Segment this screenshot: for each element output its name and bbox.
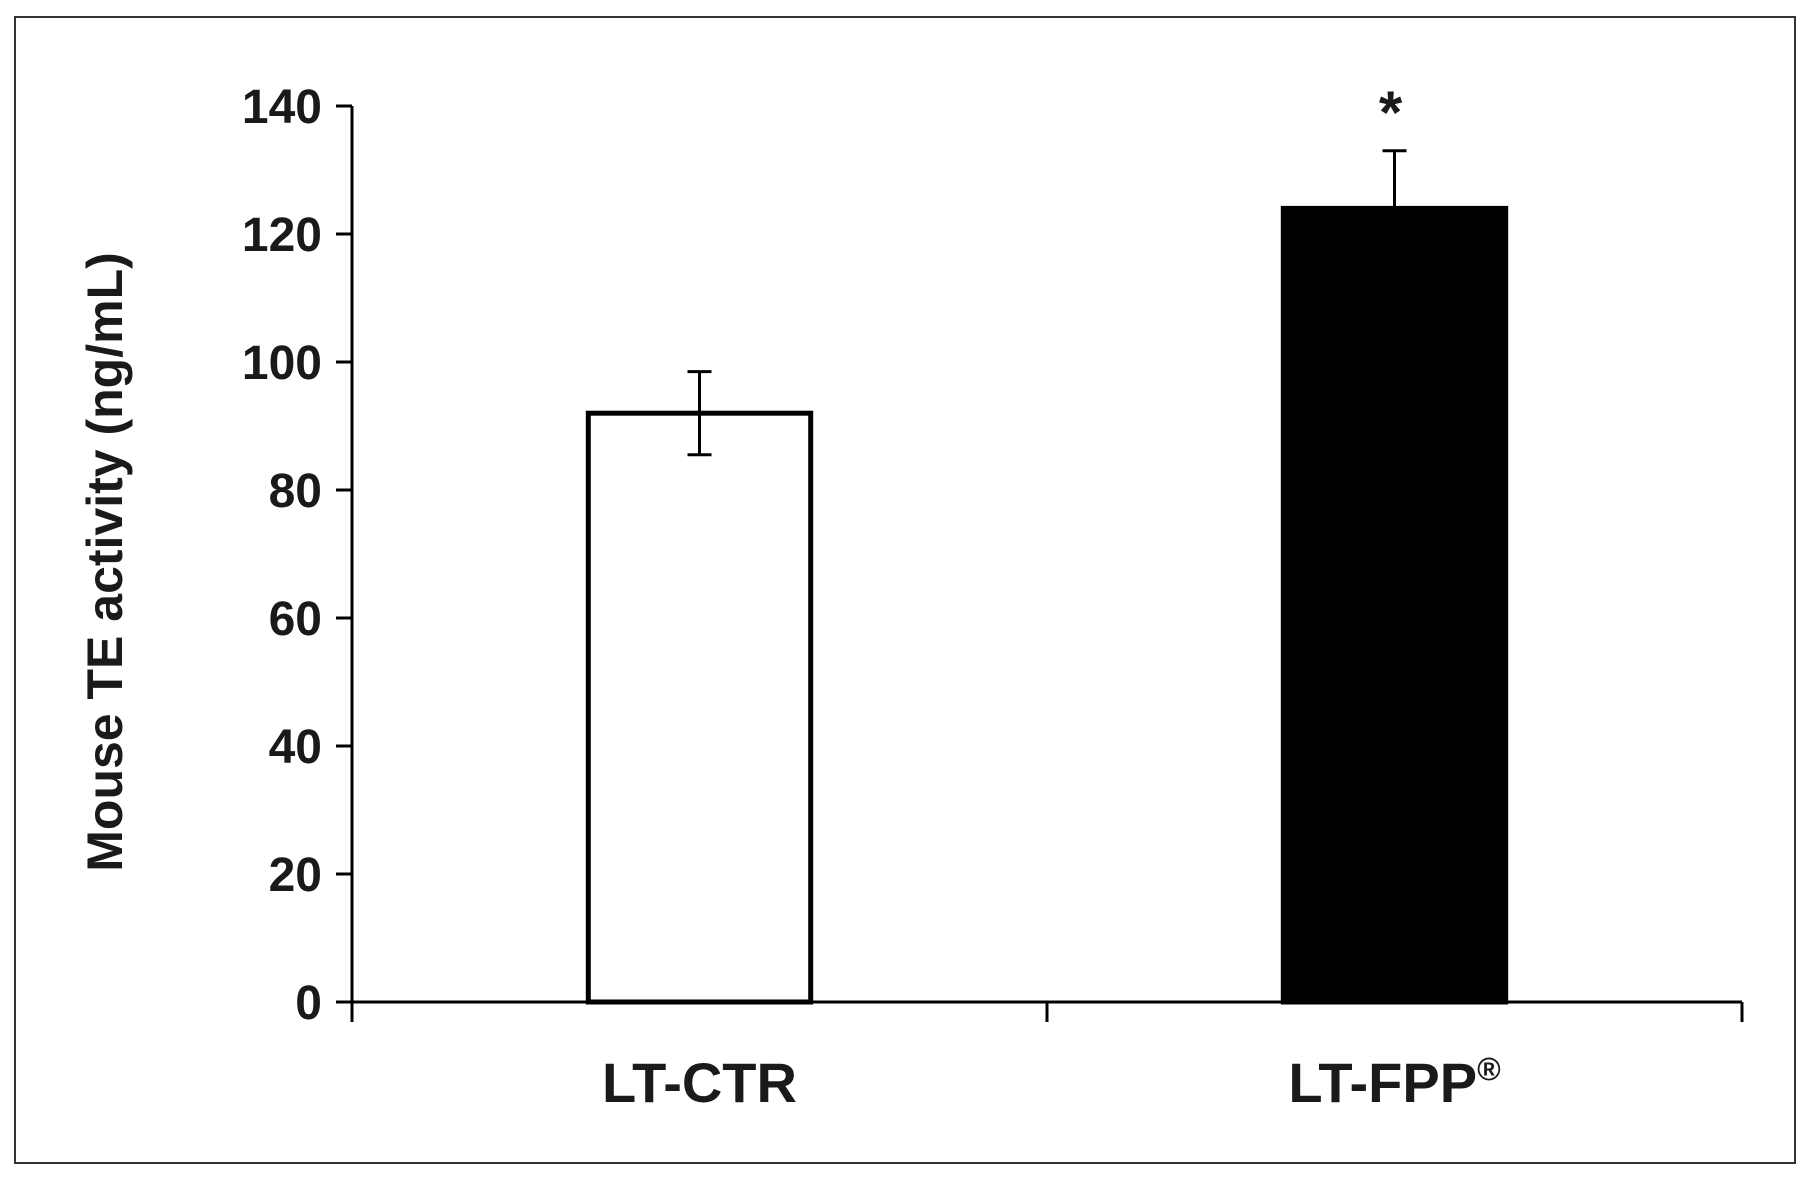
y-tick-label: 40: [269, 721, 322, 774]
y-tick-label: 100: [242, 337, 322, 390]
bar-2: [1280, 205, 1509, 1005]
x-category-label: LT-CTR: [602, 1051, 797, 1114]
bar-1: [585, 410, 814, 1005]
x-category-label: LT-FPP®: [1288, 1051, 1501, 1114]
bars: *: [585, 79, 1509, 1005]
x-axis: LT-CTR LT-FPP®: [350, 1000, 1744, 1114]
y-axis-title: Mouse TE activity (ng/mL): [77, 252, 133, 872]
y-tick-label: 0: [295, 977, 322, 1030]
y-tick-label: 80: [269, 465, 322, 518]
y-tick-label: 60: [269, 593, 322, 646]
y-tick-label: 120: [242, 209, 322, 262]
significance-marker: *: [1379, 79, 1403, 146]
y-tick-label: 20: [269, 849, 322, 902]
y-tick-label: 140: [242, 81, 322, 134]
y-axis: 0 20 40 60 80 100 120 140: [242, 81, 354, 1030]
